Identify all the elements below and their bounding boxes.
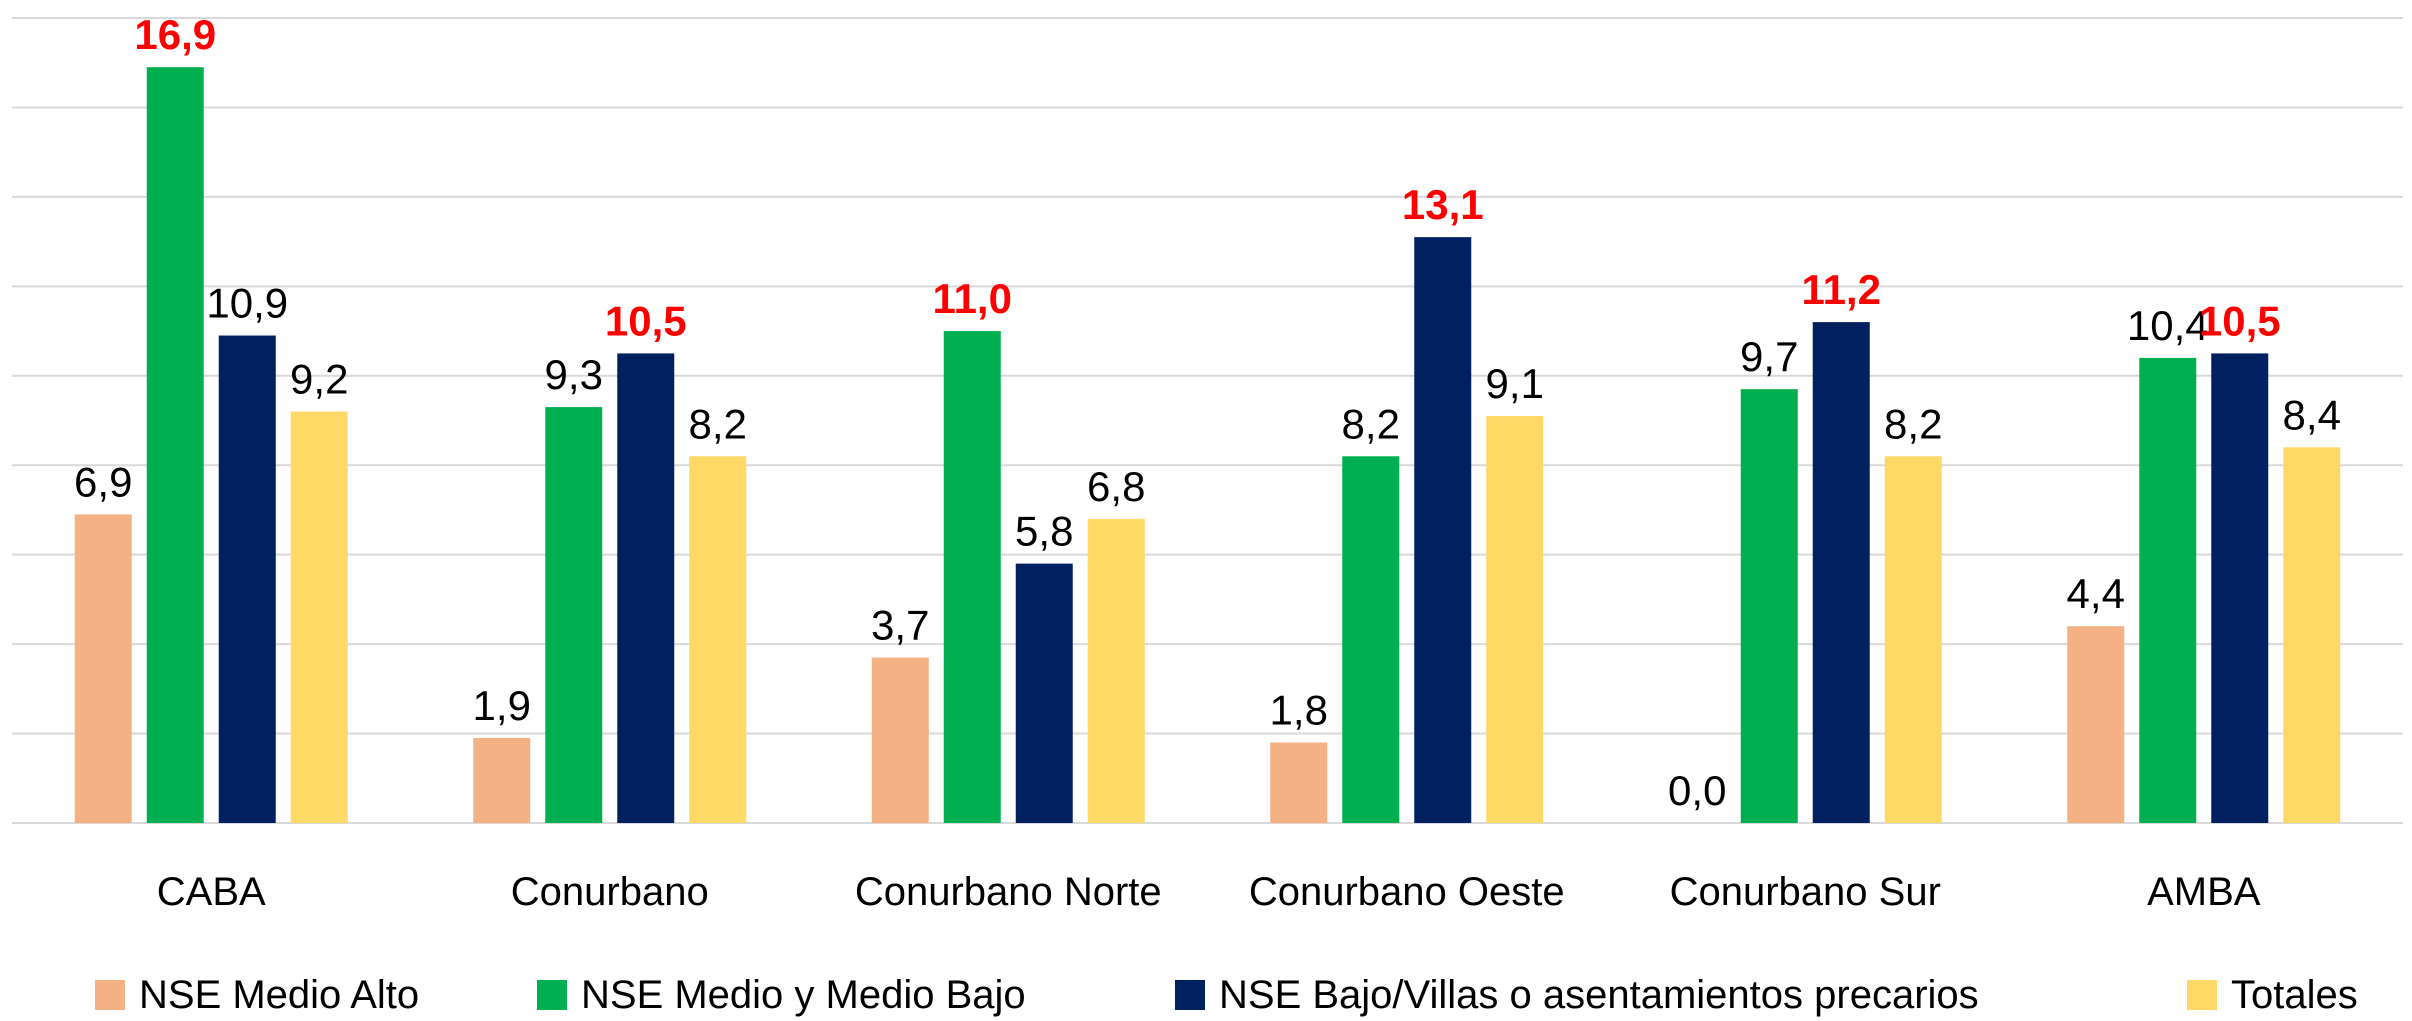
x-tick-label: Conurbano Sur: [1670, 870, 1941, 914]
legend-swatch: [2187, 980, 2217, 1010]
legend-swatch: [537, 980, 567, 1010]
bar: [2067, 626, 2125, 823]
data-label: 8,4: [2283, 391, 2341, 438]
bar: [617, 353, 675, 823]
data-label: 10,5: [605, 297, 687, 344]
data-label: 9,7: [1740, 333, 1798, 380]
data-label: 10,9: [206, 280, 288, 327]
data-label: 3,7: [871, 602, 929, 649]
bar: [2283, 447, 2341, 823]
bar: [1342, 456, 1400, 823]
legend-label: NSE Medio y Medio Bajo: [581, 973, 1026, 1017]
bar: [218, 335, 276, 823]
x-tick-label: Conurbano: [511, 870, 709, 914]
data-label: 4,4: [2067, 570, 2125, 617]
legend-swatch: [1175, 980, 1205, 1010]
data-label: 10,4: [2127, 302, 2209, 349]
bar: [1812, 322, 1870, 823]
data-label: 8,2: [1342, 400, 1400, 447]
x-tick-label: CABA: [157, 870, 266, 914]
legend-label: NSE Bajo/Villas o asentamientos precario…: [1219, 973, 1979, 1017]
bar: [1270, 742, 1328, 823]
bar: [1884, 456, 1942, 823]
data-label: 9,3: [545, 351, 603, 398]
legend-label: NSE Medio Alto: [139, 973, 419, 1017]
data-label: 1,8: [1270, 687, 1328, 734]
data-label: 13,1: [1402, 181, 1484, 228]
bar: [74, 514, 132, 823]
bar: [1087, 518, 1145, 823]
legend-label: Totales: [2231, 973, 2358, 1017]
bar: [473, 738, 531, 823]
bar: [1740, 389, 1798, 823]
data-label: 6,9: [74, 458, 132, 505]
bar: [2211, 353, 2269, 823]
bar: [545, 407, 603, 823]
data-label: 8,2: [689, 400, 747, 447]
data-label: 16,9: [134, 11, 216, 58]
data-label: 11,2: [1802, 266, 1881, 313]
x-tick-label: Conurbano Norte: [855, 870, 1162, 914]
bar: [2139, 357, 2197, 823]
data-label: 6,8: [1087, 463, 1145, 510]
data-label: 10,5: [2199, 297, 2281, 344]
x-tick-label: AMBA: [2147, 870, 2261, 914]
bar: [1486, 416, 1544, 823]
data-label: 9,2: [290, 356, 348, 403]
bar: [1414, 237, 1472, 823]
bar: [689, 456, 747, 823]
bar: [290, 411, 348, 823]
bar: [146, 67, 204, 823]
x-tick-label: Conurbano Oeste: [1249, 870, 1565, 914]
bar: [871, 657, 929, 823]
bar: [1015, 563, 1073, 823]
data-label: 9,1: [1486, 360, 1544, 407]
data-label: 0,0: [1668, 767, 1726, 814]
data-label: 1,9: [473, 682, 531, 729]
legend-swatch: [95, 980, 125, 1010]
data-label: 5,8: [1015, 508, 1073, 555]
data-label: 8,2: [1884, 400, 1942, 447]
bar: [943, 331, 1001, 823]
data-label: 11,0: [933, 275, 1012, 322]
